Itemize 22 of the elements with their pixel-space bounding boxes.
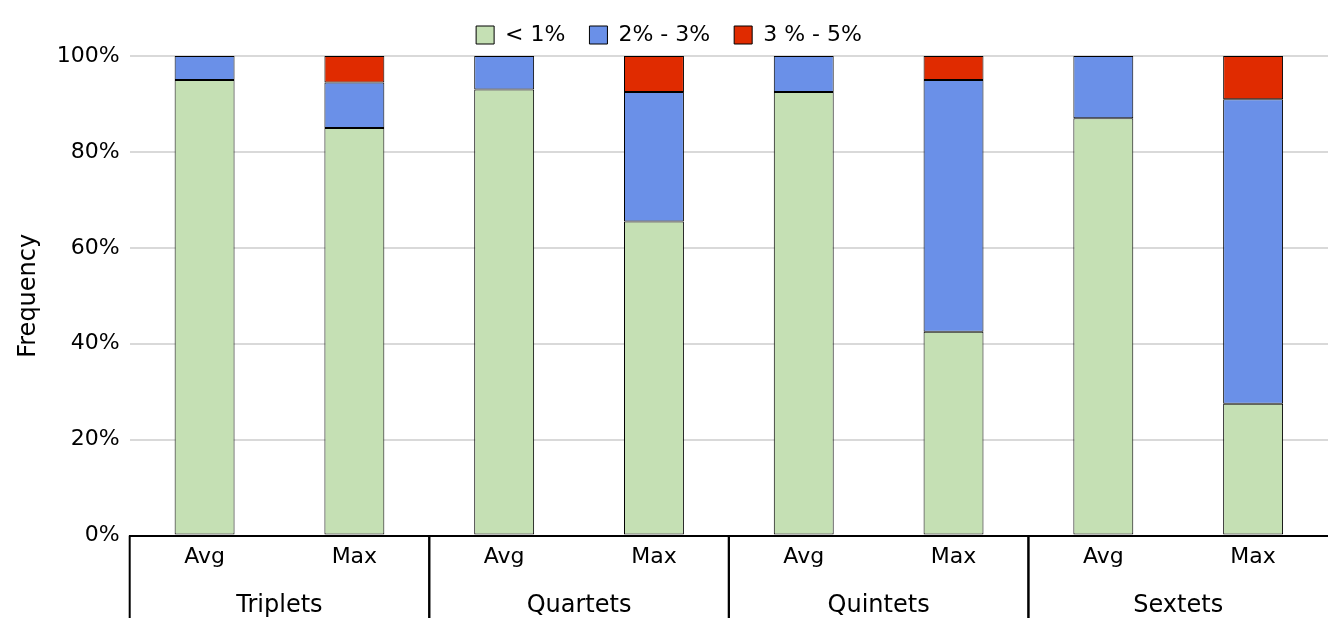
text: Sextets <box>1133 589 1224 618</box>
text: Quartets <box>526 589 632 618</box>
text: Triplets <box>235 589 323 618</box>
x-tick-label: Max <box>331 542 378 568</box>
x-tick-label: Avg <box>783 542 825 568</box>
y-tick-label: 0% <box>84 521 120 547</box>
x-tick-label: Avg <box>1082 542 1124 568</box>
x-tick-label: Avg <box>483 542 525 568</box>
y-tick-label: 40% <box>70 329 120 355</box>
y-axis-title: Frequency <box>12 233 41 358</box>
legend-label: 3 % - 5% <box>763 20 862 46</box>
y-tick-label: 20% <box>70 425 120 451</box>
x-tick-label: Max <box>631 542 677 568</box>
y-tick-label: 100% <box>56 41 120 67</box>
y-tick-label: 80% <box>70 137 120 163</box>
legend-label: 2% - 3% <box>618 20 711 46</box>
x-tick-label: Max <box>930 542 977 568</box>
y-tick-label: 60% <box>70 233 120 259</box>
x-tick-label: Max <box>1230 542 1276 568</box>
legend-label: < 1% <box>505 20 566 46</box>
x-tick-label: Avg <box>184 542 225 568</box>
text: Quintets <box>827 589 930 618</box>
